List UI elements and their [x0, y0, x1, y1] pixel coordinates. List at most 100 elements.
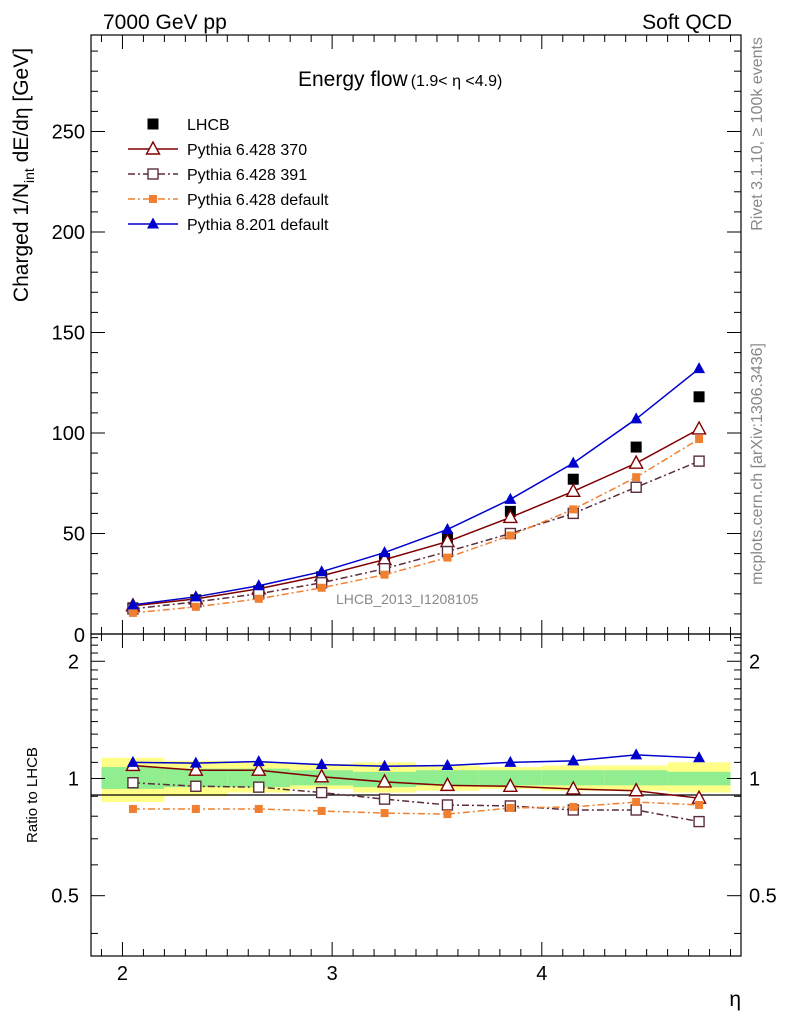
main-point-pythia-6-428-370 — [565, 482, 581, 497]
ratio-point-pythia-6-428-370 — [313, 768, 330, 783]
legend: LHCB Pythia 6.428 370 Pythia 6.428 391 Pyth… — [128, 117, 329, 234]
ratio-point-pythia-6-428-391 — [630, 804, 642, 816]
main-point-pythia-6-428-391 — [693, 455, 705, 467]
header-left-label: 7000 GeV pp — [103, 11, 227, 34]
ratio-point-pythia-6-428-370 — [251, 761, 267, 776]
legend-entry-pythia-8-201-default: Pythia 8.201 default — [128, 217, 329, 234]
main-y-axis-label-tail: dE/dη [GeV] — [10, 48, 33, 168]
main-y-axis-label: Charged 1/Nint dE/dη [GeV] — [10, 48, 37, 302]
x-tick-label: 2 — [117, 963, 128, 985]
ratio-point-pythia-6-428-370 — [188, 761, 204, 776]
main-point-pythia-6-428-default — [191, 602, 200, 611]
main-y-tick-label: 150 — [52, 322, 85, 344]
ratio-point-pythia-6-428-370 — [565, 780, 581, 795]
main-point-pythia-6-428-default — [443, 553, 452, 562]
ratio-stat-band — [667, 771, 731, 786]
ratio-stat-band — [604, 770, 668, 786]
ratio-y-tick-label-right: 0.5 — [749, 886, 777, 908]
ratio-plot-panel: 0.5 0.5 1 1 2 2 2 3 4 Ratio to LHCB η — [24, 633, 777, 1011]
ratio-stat-band — [541, 770, 605, 786]
ratio-point-pythia-8-201-default — [378, 759, 391, 771]
ratio-point-pythia-6-428-default — [128, 804, 137, 813]
main-point-pythia-6-428-default — [632, 473, 641, 482]
main-line-pythia-8-201-default — [132, 368, 700, 606]
mcplots-label: mcplots.cern.ch [arXiv:1306.3436] — [749, 343, 766, 585]
main-y-tick-label: 100 — [52, 423, 85, 445]
ratio-point-pythia-8-201-default — [504, 755, 517, 767]
ratio-stat-band — [227, 768, 291, 788]
legend-marker-lhcb — [147, 118, 159, 130]
ratio-line-pythia-8-201-default — [132, 754, 700, 768]
main-plot-panel: 50 100 150 200 250 0 Energy flow (1.9< η <4.9)… — [10, 34, 742, 647]
main-series-pythia-8-201-default — [126, 362, 706, 610]
main-point-pythia-8-201-default — [693, 362, 706, 374]
main-point-pythia-6-428-default — [254, 594, 263, 603]
main-point-pythia-6-428-391 — [630, 481, 642, 493]
ratio-y-tick-label: 2 — [68, 651, 79, 673]
main-axes: 50 100 150 200 250 0 — [52, 35, 741, 647]
main-plot-marks — [125, 362, 707, 617]
main-point-pythia-6-428-default — [695, 435, 704, 444]
ratio-axes: 0.5 0.5 1 1 2 2 2 3 4 — [51, 634, 777, 985]
ratio-point-pythia-6-428-391 — [378, 793, 391, 805]
x-tick-label: 3 — [327, 963, 338, 985]
header-right-label: Soft QCD — [642, 11, 732, 34]
chart-title-main: Energy flow — [298, 68, 409, 91]
main-point-pythia-6-428-default — [128, 608, 137, 617]
main-point-pythia-8-201-default — [504, 492, 517, 504]
ratio-point-pythia-6-428-391 — [127, 777, 139, 789]
ratio-series-pythia-6-428-default — [128, 798, 704, 819]
main-point-pythia-8-201-default — [252, 579, 265, 591]
ratio-stat-band — [164, 768, 228, 788]
chart-title: Energy flow (1.9< η <4.9) — [298, 68, 502, 91]
main-point-pythia-8-201-default — [441, 522, 454, 534]
x-axis-label: η — [729, 988, 741, 1011]
main-series-pythia-6-428-370 — [125, 420, 707, 612]
x-tick-label: 4 — [536, 963, 547, 985]
main-point-lhcb — [693, 391, 705, 403]
ratio-point-pythia-6-428-391 — [315, 786, 328, 799]
main-y-tick-label: 50 — [63, 523, 85, 545]
rivet-version-label: Rivet 3.1.10, ≥ 100k events — [749, 37, 766, 231]
ratio-y-tick-label-right: 1 — [749, 768, 760, 790]
ratio-point-pythia-6-428-default — [191, 804, 200, 813]
main-point-pythia-6-428-370 — [628, 454, 644, 469]
ratio-line-pythia-6-428-default — [132, 801, 700, 815]
ratio-y-tick-label-right: 2 — [749, 651, 760, 673]
main-point-pythia-6-428-default — [317, 583, 326, 592]
main-y-axis-label-sub: int — [21, 168, 37, 183]
ratio-point-pythia-6-428-370 — [628, 782, 644, 797]
main-point-lhcb — [567, 473, 579, 485]
main-point-pythia-8-201-default — [126, 598, 139, 610]
analysis-id-watermark: LHCB_2013_I1208105 — [336, 591, 479, 607]
ratio-y-axis-label: Ratio to LHCB — [24, 747, 41, 843]
ratio-point-pythia-6-428-391 — [441, 799, 454, 811]
ratio-line-pythia-6-428-370 — [132, 764, 700, 799]
legend-label-pythia-6-428-370: Pythia 6.428 370 — [187, 142, 307, 159]
ratio-point-pythia-8-201-default — [630, 748, 643, 760]
ratio-point-pythia-6-428-391 — [253, 781, 265, 793]
legend-entry-pythia-6-428-default: Pythia 6.428 default — [128, 192, 329, 209]
main-point-pythia-8-201-default — [567, 456, 580, 468]
main-series-pythia-6-428-default — [128, 435, 704, 617]
legend-label-pythia-6-428-default: Pythia 6.428 default — [187, 192, 329, 209]
ratio-point-pythia-8-201-default — [315, 758, 328, 770]
main-point-pythia-8-201-default — [378, 546, 391, 558]
main-y-tick-label: 200 — [52, 222, 85, 244]
main-line-pythia-6-428-391 — [132, 460, 700, 610]
ratio-point-pythia-6-428-default — [569, 802, 578, 811]
ratio-point-pythia-6-428-391 — [190, 780, 202, 792]
ratio-point-pythia-8-201-default — [567, 754, 580, 766]
main-line-pythia-6-428-370 — [132, 428, 700, 607]
main-point-pythia-6-428-default — [380, 570, 389, 579]
ratio-point-pythia-8-201-default — [189, 756, 202, 768]
main-point-pythia-6-428-370 — [691, 420, 707, 435]
ratio-point-pythia-6-428-370 — [502, 777, 519, 792]
main-point-pythia-6-428-default — [506, 531, 515, 540]
ratio-point-pythia-6-428-default — [695, 800, 704, 809]
chart-title-range: (1.9< η <4.9) — [411, 73, 503, 90]
main-point-pythia-6-428-370 — [502, 508, 519, 524]
ratio-point-pythia-6-428-default — [632, 798, 641, 807]
legend-entry-lhcb: LHCB — [147, 117, 230, 134]
